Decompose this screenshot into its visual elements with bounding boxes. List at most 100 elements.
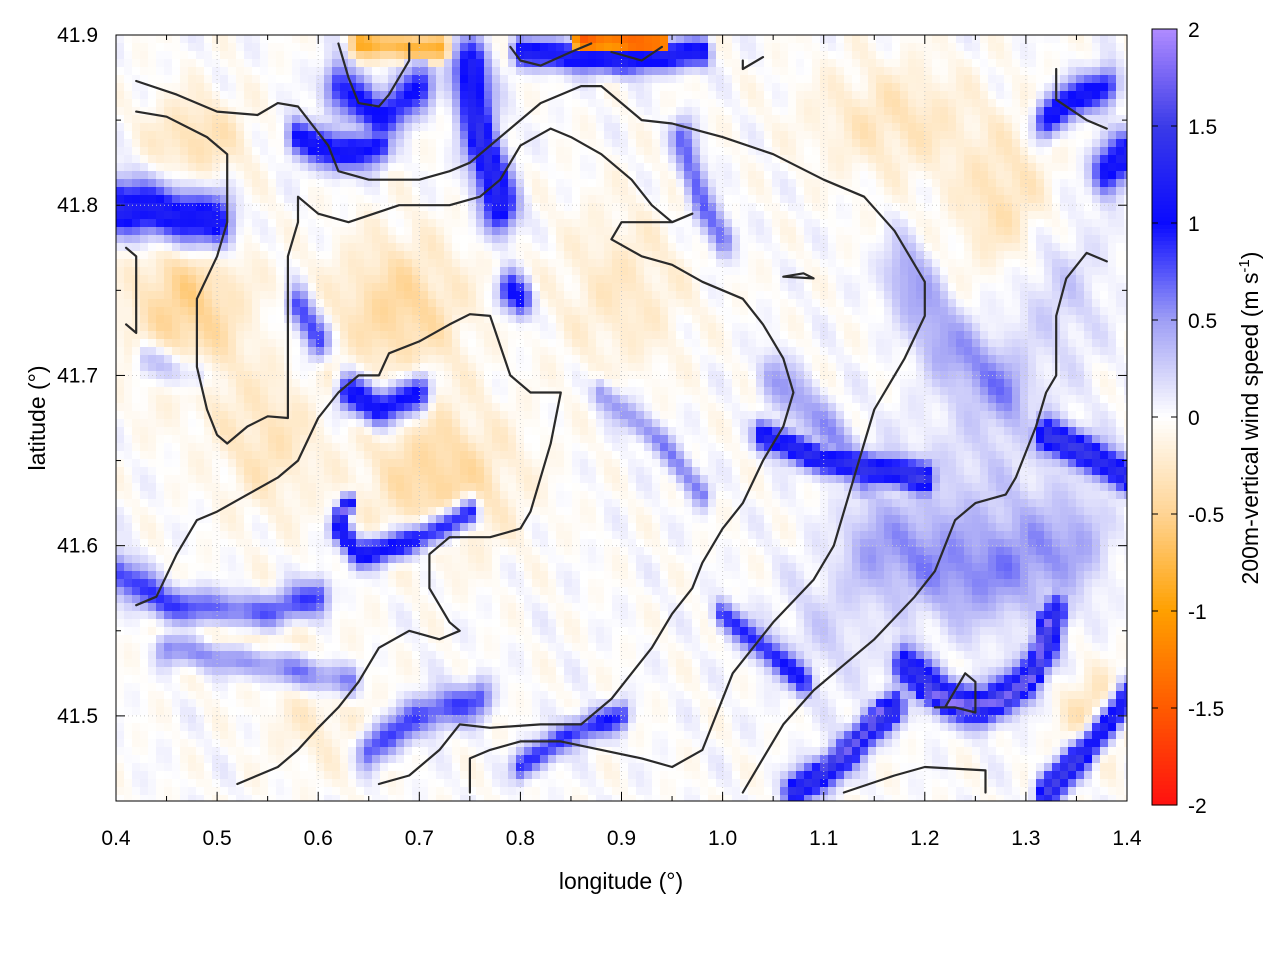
heatmap-cell — [116, 171, 125, 180]
heatmap-cell — [1092, 307, 1101, 316]
heatmap-cell — [116, 331, 125, 340]
heatmap-cell — [676, 211, 685, 220]
heatmap-cell — [1116, 259, 1125, 268]
heatmap-cell — [620, 315, 629, 324]
heatmap-cell — [1076, 115, 1085, 124]
heatmap-cell — [948, 227, 957, 236]
heatmap-cell — [396, 283, 405, 292]
heatmap-cell — [244, 315, 253, 324]
heatmap-cell — [300, 315, 309, 324]
heatmap-cell — [1108, 43, 1117, 52]
heatmap-cell — [276, 203, 285, 212]
heatmap-cell — [820, 203, 829, 212]
heatmap-cell — [436, 155, 445, 164]
heatmap-cell — [1052, 267, 1061, 276]
heatmap-cell — [460, 123, 469, 132]
heatmap-cell — [564, 195, 573, 204]
heatmap-cell — [252, 307, 261, 316]
heatmap-cell — [500, 307, 509, 316]
heatmap-cell — [844, 155, 853, 164]
heatmap-cell — [796, 251, 805, 260]
heatmap-cell — [364, 227, 373, 236]
heatmap-cell — [404, 107, 413, 116]
heatmap-cell — [196, 211, 205, 220]
heatmap-cell — [228, 235, 237, 244]
heatmap-cell — [276, 283, 285, 292]
heatmap-cell — [132, 75, 141, 84]
heatmap-cell — [836, 331, 845, 340]
heatmap-cell — [1124, 107, 1128, 116]
heatmap-cell — [1084, 339, 1093, 348]
heatmap-cell — [140, 291, 149, 300]
heatmap-cell — [1012, 139, 1021, 148]
heatmap-cell — [652, 43, 661, 52]
heatmap-cell — [180, 275, 189, 284]
heatmap-cell — [756, 243, 765, 252]
heatmap-cell — [604, 243, 613, 252]
heatmap-cell — [828, 331, 837, 340]
heatmap-cell — [260, 267, 269, 276]
heatmap-cell — [1044, 195, 1053, 204]
heatmap-cell — [484, 139, 493, 148]
heatmap-cell — [916, 139, 925, 148]
heatmap-cell — [916, 283, 925, 292]
heatmap-cell — [180, 155, 189, 164]
heatmap-cell — [1052, 99, 1061, 108]
heatmap-cell — [124, 187, 133, 196]
heatmap-cell — [460, 299, 469, 308]
heatmap-cell — [1044, 35, 1053, 44]
heatmap-cell — [212, 243, 221, 252]
heatmap-cell — [156, 163, 165, 172]
heatmap-cell — [1052, 243, 1061, 252]
heatmap-cell — [316, 35, 325, 44]
heatmap-cell — [924, 147, 933, 156]
heatmap-cell — [524, 291, 533, 300]
heatmap-cell — [1100, 35, 1109, 44]
heatmap-cell — [244, 187, 253, 196]
heatmap-cell — [548, 131, 557, 140]
heatmap-cell — [1100, 131, 1109, 140]
heatmap-cell — [644, 211, 653, 220]
heatmap-cell — [940, 123, 949, 132]
heatmap-cell — [156, 251, 165, 260]
heatmap-cell — [716, 235, 725, 244]
heatmap-cell — [404, 323, 413, 332]
heatmap-cell — [476, 171, 485, 180]
heatmap-cell — [180, 187, 189, 196]
heatmap-cell — [580, 35, 589, 44]
heatmap-cell — [964, 211, 973, 220]
heatmap-cell — [556, 283, 565, 292]
heatmap-cell — [684, 35, 693, 44]
heatmap-cell — [1060, 331, 1069, 340]
heatmap-cell — [756, 99, 765, 108]
heatmap-cell — [660, 267, 669, 276]
heatmap-cell — [180, 123, 189, 132]
heatmap-cell — [572, 171, 581, 180]
heatmap-cell — [668, 275, 677, 284]
heatmap-cell — [860, 35, 869, 44]
heatmap-cell — [828, 91, 837, 100]
heatmap-cell — [388, 123, 397, 132]
heatmap-cell — [308, 83, 317, 92]
heatmap-cell — [380, 283, 389, 292]
heatmap-cell — [388, 179, 397, 188]
heatmap-cell — [780, 307, 789, 316]
heatmap-cell — [556, 99, 565, 108]
heatmap-cell — [1100, 155, 1109, 164]
heatmap-cell — [940, 59, 949, 68]
heatmap-cell — [452, 107, 461, 116]
heatmap-cell — [604, 315, 613, 324]
heatmap-cell — [372, 291, 381, 300]
heatmap-cell — [1092, 99, 1101, 108]
heatmap-cell — [452, 331, 461, 340]
heatmap-cell — [788, 123, 797, 132]
heatmap-cell — [340, 339, 349, 348]
heatmap-cell — [724, 123, 733, 132]
heatmap-cell — [900, 259, 909, 268]
heatmap-cell — [876, 51, 885, 60]
heatmap-cell — [1076, 51, 1085, 60]
heatmap-cell — [492, 235, 501, 244]
heatmap-cell — [980, 267, 989, 276]
heatmap-cell — [1092, 59, 1101, 68]
heatmap-cell — [164, 283, 173, 292]
